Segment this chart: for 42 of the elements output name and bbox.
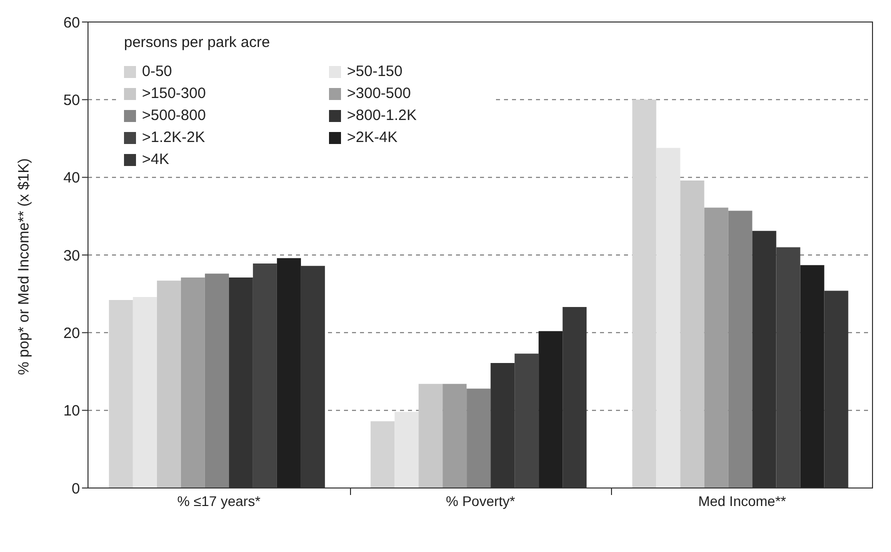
y-tick-label: 30 bbox=[63, 247, 80, 264]
y-tick-label: 10 bbox=[63, 402, 80, 420]
bar bbox=[418, 384, 443, 488]
legend-label: >2K-4K bbox=[347, 129, 398, 146]
bar bbox=[394, 412, 419, 488]
legend-label: >300-500 bbox=[347, 85, 411, 102]
y-tick-label: 40 bbox=[63, 170, 80, 187]
legend-label: >4K bbox=[142, 151, 170, 168]
bar bbox=[680, 180, 704, 488]
legend-label: 0-50 bbox=[142, 63, 172, 80]
bar bbox=[656, 148, 680, 488]
bar bbox=[776, 247, 800, 488]
x-tick-label: % Poverty* bbox=[446, 492, 516, 509]
bar bbox=[704, 208, 728, 488]
bar bbox=[108, 300, 133, 488]
bar bbox=[156, 280, 181, 488]
bar bbox=[442, 384, 467, 488]
legend-label: >800-1.2K bbox=[347, 107, 417, 124]
bar bbox=[466, 388, 491, 488]
bar bbox=[370, 421, 395, 488]
y-tick-label: 50 bbox=[63, 92, 80, 109]
x-tick-label: Med Income** bbox=[698, 492, 787, 509]
bar bbox=[252, 264, 277, 488]
bar bbox=[632, 100, 656, 488]
bar bbox=[800, 265, 824, 488]
bar bbox=[180, 278, 205, 488]
bar bbox=[514, 354, 539, 488]
y-tick-label: 60 bbox=[63, 14, 80, 32]
bar bbox=[132, 296, 157, 488]
bar bbox=[538, 331, 563, 488]
legend-title: persons per park acre bbox=[124, 34, 271, 51]
legend-label: >50-150 bbox=[347, 63, 402, 80]
legend-label: >500-800 bbox=[142, 107, 206, 124]
x-tick-label: % ≤17 years* bbox=[177, 492, 261, 509]
bar bbox=[728, 210, 752, 488]
bar bbox=[276, 258, 301, 488]
y-axis-title: % pop* or Med Income** (x $1K) bbox=[15, 158, 32, 375]
bar bbox=[204, 274, 229, 488]
legend-label: >150-300 bbox=[142, 85, 206, 102]
y-tick-label: 20 bbox=[63, 324, 80, 342]
y-tick-label: 0 bbox=[72, 480, 80, 498]
legend-label: >1.2K-2K bbox=[142, 129, 205, 146]
